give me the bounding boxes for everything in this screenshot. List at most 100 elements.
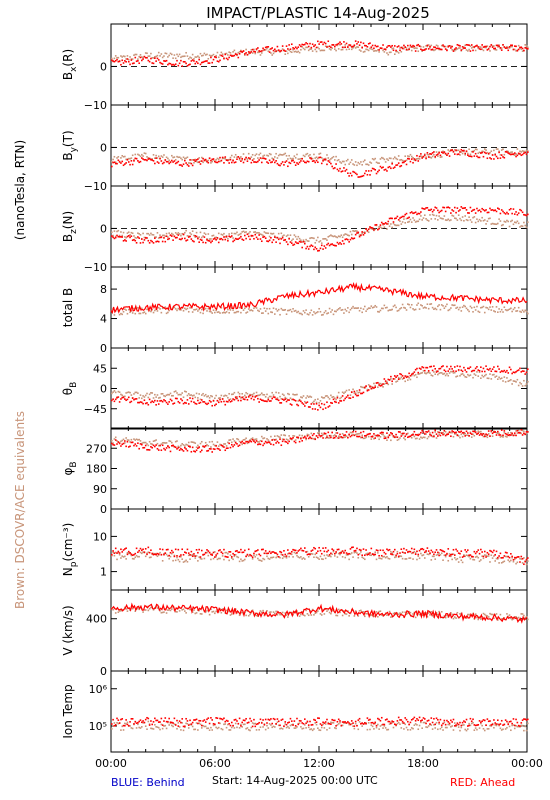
data-point <box>194 555 197 557</box>
data-point <box>296 393 298 396</box>
data-point <box>482 432 485 435</box>
data-point <box>208 240 211 242</box>
data-point <box>314 242 317 244</box>
data-point <box>362 160 365 163</box>
data-point <box>185 162 187 164</box>
data-point <box>327 312 330 314</box>
data-point <box>169 450 172 453</box>
data-point <box>241 440 244 443</box>
data-point <box>429 614 431 616</box>
data-point <box>399 165 401 168</box>
data-point <box>418 549 421 552</box>
data-point <box>174 57 177 60</box>
data-point <box>304 161 306 164</box>
data-point <box>210 159 212 162</box>
data-point <box>144 555 147 558</box>
series-equivalent <box>111 213 529 244</box>
data-point <box>483 151 486 154</box>
data-point <box>200 549 203 552</box>
data-point <box>112 442 114 444</box>
data-point <box>388 434 391 437</box>
data-point <box>442 365 444 367</box>
data-point <box>495 550 498 553</box>
data-point <box>404 558 407 560</box>
data-point <box>521 225 524 227</box>
data-point <box>146 237 148 239</box>
data-point <box>288 555 290 558</box>
data-point <box>133 235 135 237</box>
data-point <box>200 54 203 57</box>
data-point <box>468 48 470 51</box>
data-point <box>184 445 186 447</box>
data-point <box>405 613 408 616</box>
data-point <box>186 65 189 67</box>
data-point <box>219 557 221 560</box>
data-point <box>499 157 502 159</box>
data-point <box>438 431 440 434</box>
data-point <box>460 559 463 562</box>
data-point <box>266 393 268 396</box>
data-point <box>300 400 302 403</box>
data-point <box>498 218 500 220</box>
data-point <box>280 402 283 404</box>
data-point <box>397 162 400 164</box>
data-point <box>163 553 165 556</box>
data-point <box>272 556 275 559</box>
data-point <box>113 237 116 240</box>
data-point <box>240 558 242 561</box>
data-point <box>498 150 500 153</box>
data-point <box>327 160 330 162</box>
data-point <box>148 398 151 401</box>
data-point <box>457 435 460 437</box>
data-point <box>463 304 465 307</box>
data-point <box>195 160 198 163</box>
data-point <box>129 163 131 166</box>
data-point <box>383 437 386 440</box>
data-point <box>285 438 288 441</box>
data-point <box>112 550 114 552</box>
data-point <box>482 49 485 52</box>
data-point <box>237 156 240 158</box>
data-point <box>228 233 230 235</box>
data-point <box>384 382 387 385</box>
data-point <box>315 50 318 53</box>
data-point <box>165 447 168 449</box>
data-point <box>464 215 467 217</box>
data-point <box>157 162 160 164</box>
data-point <box>268 159 271 162</box>
data-point <box>262 155 264 157</box>
data-point <box>189 56 191 59</box>
data-point <box>311 549 314 551</box>
data-point <box>311 160 314 163</box>
data-point <box>168 162 170 165</box>
data-point <box>193 553 195 555</box>
data-point <box>491 374 494 376</box>
data-point <box>358 391 361 393</box>
data-point <box>200 399 203 401</box>
data-point <box>259 50 262 53</box>
data-point <box>189 397 191 399</box>
data-point <box>387 53 390 56</box>
data-point <box>152 444 155 447</box>
data-point <box>293 549 296 551</box>
data-point <box>212 448 215 450</box>
data-point <box>257 443 259 446</box>
data-point <box>296 554 298 557</box>
data-point <box>124 395 126 398</box>
data-point <box>257 441 259 443</box>
data-point <box>442 559 444 561</box>
data-point <box>198 308 200 311</box>
data-point <box>438 48 440 51</box>
data-point <box>233 161 236 164</box>
data-point <box>393 53 396 56</box>
data-point <box>270 556 272 559</box>
data-point <box>191 555 194 558</box>
data-point <box>302 240 305 243</box>
data-point <box>121 155 124 157</box>
data-point <box>367 170 370 172</box>
data-point <box>392 157 395 160</box>
data-point <box>431 431 434 434</box>
data-point <box>169 609 172 612</box>
data-point <box>232 393 234 395</box>
data-point <box>443 369 446 371</box>
